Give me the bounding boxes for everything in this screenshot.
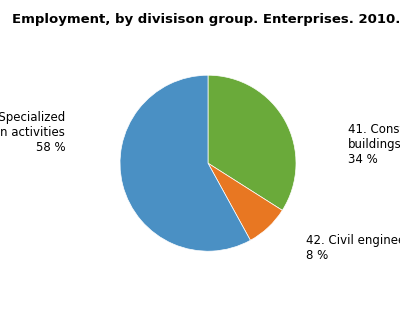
Wedge shape [120,75,250,251]
Wedge shape [208,75,296,210]
Text: Employment, by divisison group. Enterprises. 2010.: Employment, by divisison group. Enterpri… [12,13,400,26]
Wedge shape [208,163,282,240]
Text: 43. Specialized
construction activities
58 %: 43. Specialized construction activities … [0,111,65,154]
Text: 41. Construction of
buildings
34 %: 41. Construction of buildings 34 % [348,123,400,166]
Text: 42. Civil engineering
8 %: 42. Civil engineering 8 % [306,234,400,262]
